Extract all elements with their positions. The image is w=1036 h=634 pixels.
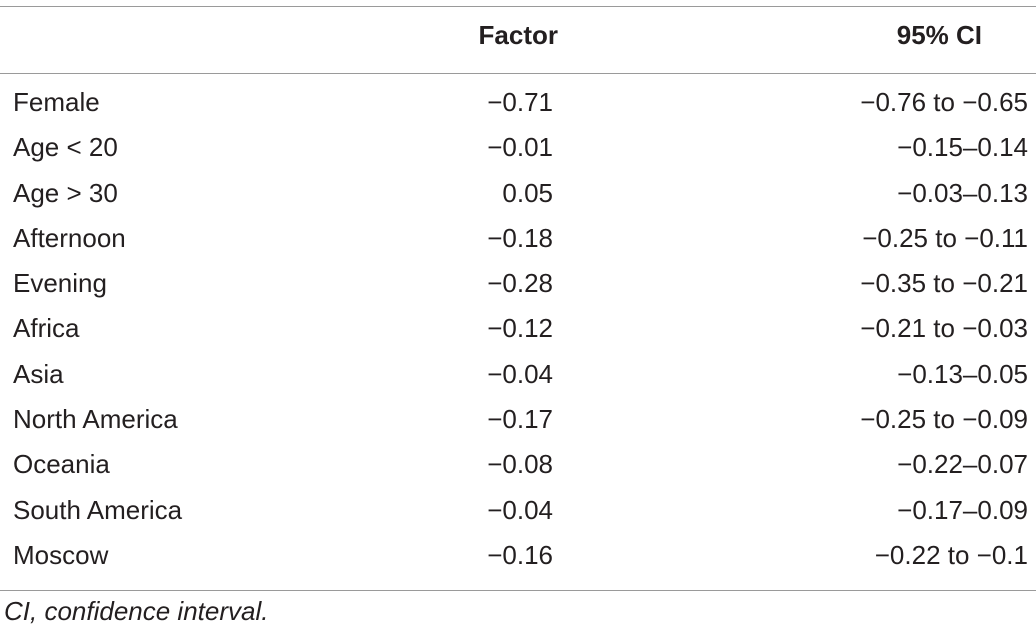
factor-value: −0.71 — [487, 87, 553, 117]
table-header-rule — [0, 73, 1036, 74]
factor-value: −0.16 — [487, 539, 553, 570]
ci-value: −0.76 to −0.65 — [860, 87, 1028, 117]
factor-value: −0.04 — [487, 494, 553, 525]
column-header-factor: Factor — [478, 20, 558, 50]
factor-value: −0.28 — [487, 268, 553, 299]
table-bottom-rule — [0, 590, 1036, 591]
ci-value: −0.35 to −0.21 — [860, 268, 1028, 299]
row-label: Afternoon — [13, 222, 126, 253]
factor-value: −0.17 — [487, 404, 553, 435]
row-label: Age > 30 — [13, 177, 118, 208]
factor-value: −0.12 — [487, 313, 553, 344]
row-label: Moscow — [13, 539, 109, 570]
table-row: Age > 30 0.05 −0.03–0.13 — [0, 171, 1036, 216]
table-row: Female −0.71 −0.76 to −0.65 — [0, 80, 1036, 125]
row-label: North America — [13, 404, 178, 435]
row-label: Evening — [13, 268, 107, 299]
table-row: Evening −0.28 −0.35 to −0.21 — [0, 261, 1036, 306]
table-row: Moscow −0.16 −0.22 to −0.1 — [0, 533, 1036, 578]
ci-value: −0.21 to −0.03 — [860, 313, 1028, 344]
factor-value: −0.01 — [487, 132, 553, 163]
ci-value: −0.25 to −0.09 — [860, 404, 1028, 435]
table-row: South America −0.04 −0.17–0.09 — [0, 488, 1036, 533]
row-label: Oceania — [13, 449, 110, 480]
table-footnote: CI, confidence interval. — [4, 596, 269, 626]
factor-value: −0.08 — [487, 449, 553, 480]
row-label: Female — [13, 87, 100, 117]
table-header-row: Factor 95% CI — [0, 20, 1036, 60]
factor-value: −0.04 — [487, 358, 553, 389]
ci-value: −0.22 to −0.1 — [874, 539, 1028, 570]
table-row: Africa −0.12 −0.21 to −0.03 — [0, 306, 1036, 351]
ci-value: −0.13–0.05 — [897, 358, 1028, 389]
ci-value: −0.17–0.09 — [897, 494, 1028, 525]
ci-value: −0.22–0.07 — [897, 449, 1028, 480]
table-row: Oceania −0.08 −0.22–0.07 — [0, 442, 1036, 487]
table-row: Asia −0.04 −0.13–0.05 — [0, 352, 1036, 397]
ci-value: −0.25 to −0.11 — [862, 222, 1028, 253]
ci-value: −0.03–0.13 — [897, 177, 1028, 208]
factor-value: 0.05 — [502, 177, 553, 208]
ci-value: −0.15–0.14 — [897, 132, 1028, 163]
column-header-ci: 95% CI — [896, 20, 982, 50]
row-label: Age < 20 — [13, 132, 118, 163]
row-label: South America — [13, 494, 183, 525]
table-body: Female −0.71 −0.76 to −0.65 Age < 20 −0.… — [0, 80, 1036, 578]
table-row: Age < 20 −0.01 −0.15–0.14 — [0, 125, 1036, 170]
row-label: Asia — [13, 358, 64, 389]
row-label: Africa — [13, 313, 80, 344]
table-row: North America −0.17 −0.25 to −0.09 — [0, 397, 1036, 442]
factor-value: −0.18 — [487, 222, 553, 253]
table-row: Afternoon −0.18 −0.25 to −0.11 — [0, 216, 1036, 261]
table-top-rule — [0, 6, 1036, 7]
